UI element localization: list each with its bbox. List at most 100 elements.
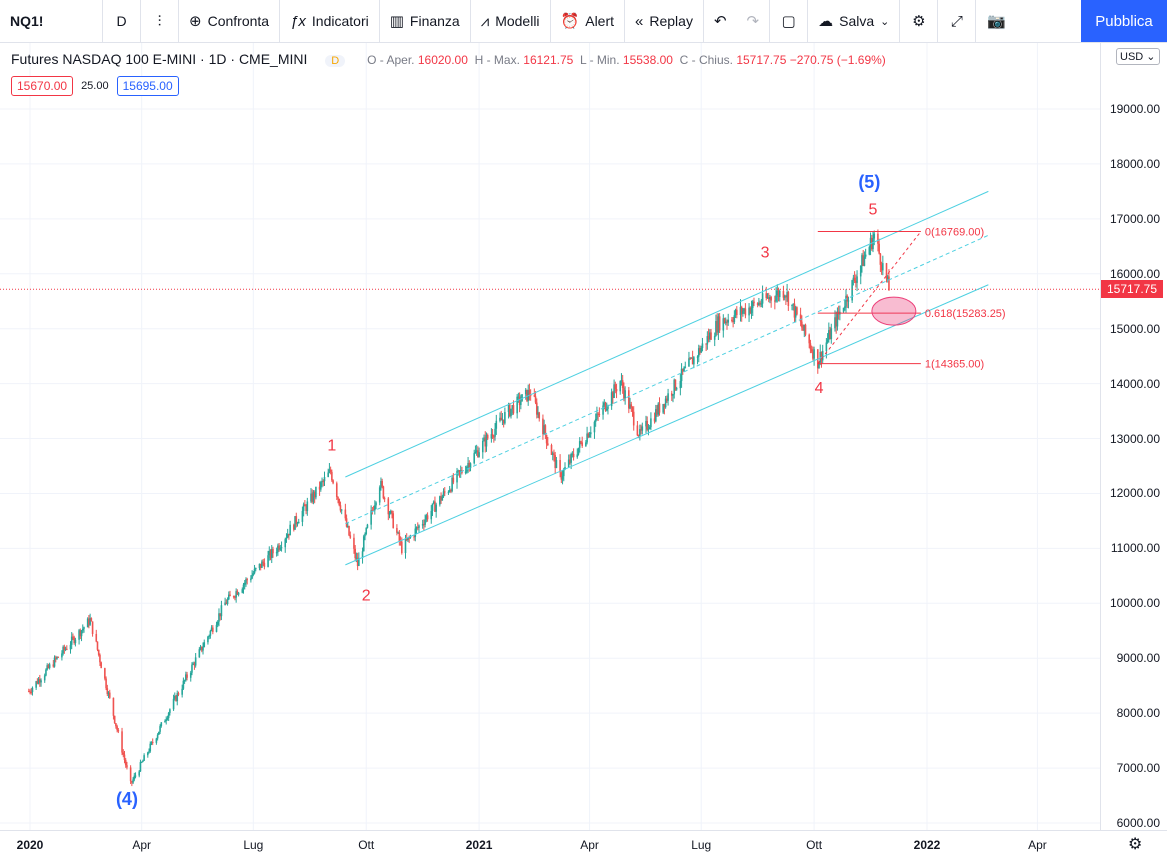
candle-body — [586, 433, 588, 443]
candle-body — [311, 493, 314, 502]
candle-body — [425, 515, 428, 520]
candle-body — [224, 602, 226, 606]
candle-body — [872, 238, 874, 250]
candle-body — [743, 308, 745, 312]
candle-body — [268, 550, 271, 556]
buy-button[interactable]: 15695.00 — [116, 76, 179, 96]
candle-body — [483, 437, 485, 442]
candle-body — [808, 334, 810, 344]
candle-body — [295, 516, 298, 524]
candle-body — [253, 568, 256, 574]
candle-body — [380, 481, 382, 488]
undo-button[interactable]: ↶ — [704, 0, 737, 43]
candle-body — [845, 295, 847, 307]
candle-body — [226, 599, 229, 605]
screenshot-button[interactable]: 📷 — [976, 0, 1016, 43]
candle-body — [533, 395, 536, 397]
price-axis[interactable]: 19000.00 18000.00 17000.00 16000.00 15000.00… — [1100, 43, 1167, 830]
save-button[interactable]: ☁ Salva ⌄ — [808, 0, 901, 43]
candle-body — [577, 447, 580, 455]
interval-label: D — [116, 13, 127, 29]
fullscreen-button[interactable]: ⤢ — [938, 0, 977, 43]
settings-button[interactable]: ⚙ — [900, 0, 939, 43]
models-label: Modelli — [495, 13, 540, 29]
price-tick-label: 8000.00 — [1116, 706, 1160, 721]
candle-body — [688, 358, 690, 367]
alert-button[interactable]: ⏰ Alert — [551, 0, 626, 43]
candle-body — [597, 413, 599, 415]
candle-body — [859, 265, 862, 277]
time-tick-label: Apr — [132, 838, 151, 852]
replay-button[interactable]: « Replay — [625, 0, 704, 43]
candle-body — [518, 396, 521, 406]
time-axis[interactable]: 2020 Apr Lug Ott 2021 Apr Lug Ott 2022 Apr — [0, 830, 1167, 863]
candle-body — [620, 380, 623, 382]
indicators-button[interactable]: ƒx Indicatori — [280, 0, 380, 43]
candle-body — [415, 527, 418, 529]
candle-body — [804, 324, 807, 335]
candle-body — [191, 664, 193, 673]
candle-body — [567, 459, 570, 468]
candle-body — [821, 350, 824, 361]
candle-body — [442, 491, 445, 497]
candle-body — [305, 506, 307, 512]
models-button[interactable]: ⩘ Modelli — [471, 0, 551, 43]
candle-body — [322, 481, 325, 483]
candle-body — [559, 460, 561, 473]
wave-1-label: 1 — [327, 438, 336, 455]
redo-button[interactable]: ↷ — [737, 0, 771, 43]
candle-body — [148, 751, 150, 753]
candle-body — [683, 367, 685, 372]
interval-button[interactable]: D — [103, 0, 141, 43]
candle-body — [877, 233, 879, 244]
candle-body — [842, 307, 845, 312]
candle-body — [510, 408, 512, 417]
candle-body — [765, 293, 768, 298]
function-icon: ƒx — [290, 12, 306, 30]
candle-body — [560, 472, 563, 480]
candle-body — [637, 435, 640, 437]
candle-body — [751, 301, 754, 309]
candle-body — [589, 432, 592, 435]
layout-button[interactable]: ▢ — [770, 0, 809, 43]
finance-button[interactable]: ▥ Finanza — [380, 0, 471, 43]
price-chart[interactable]: 0(16769.00) 0.618(15283.25) 1(14365.00) (4)… — [0, 43, 1100, 830]
candle-body — [473, 453, 476, 464]
candle-body — [812, 351, 814, 359]
price-tick-label: 11000.00 — [1110, 541, 1160, 556]
bar-style-button[interactable]: ⫶ — [141, 0, 179, 43]
symbol-search[interactable]: NQ1! — [0, 0, 103, 43]
candle-body — [327, 472, 329, 478]
candle-body — [504, 411, 506, 424]
candle-body — [116, 726, 118, 731]
candle-body — [416, 527, 419, 529]
wave-5-label: 5 — [869, 201, 878, 218]
candle-body — [243, 582, 246, 585]
candle-body — [208, 635, 210, 637]
candle-body — [443, 491, 446, 493]
candle-body — [90, 618, 93, 622]
wave-4-degree-label: (4) — [116, 789, 138, 809]
chart-legend: Futures NASDAQ 100 E-MINI · 1D · CME_MIN… — [11, 51, 886, 67]
candle-body — [175, 695, 177, 702]
candle-body — [869, 237, 872, 248]
publish-button[interactable]: Pubblica — [1081, 0, 1167, 42]
compare-button[interactable]: ⊕ Confronta — [179, 0, 281, 43]
candle-body — [796, 307, 798, 315]
axis-settings-gear-icon[interactable]: ⚙ — [1128, 836, 1143, 853]
candle-body — [783, 295, 786, 298]
candle-body — [263, 562, 266, 567]
candle-body — [753, 301, 755, 304]
candle-body — [347, 526, 349, 528]
currency-select[interactable]: USD ⌄ — [1116, 48, 1160, 65]
sell-button[interactable]: 15670.00 — [11, 76, 74, 96]
candle-body — [873, 233, 876, 239]
candle-body — [99, 654, 101, 663]
fib-1-line-label: 1(14365.00) — [925, 359, 984, 371]
candle-body — [215, 624, 218, 632]
candle-body — [173, 695, 176, 699]
cloud-icon: ☁ — [818, 13, 834, 30]
source-badge[interactable]: D — [325, 55, 346, 67]
candle-body — [164, 720, 166, 723]
candle-body — [786, 292, 788, 298]
